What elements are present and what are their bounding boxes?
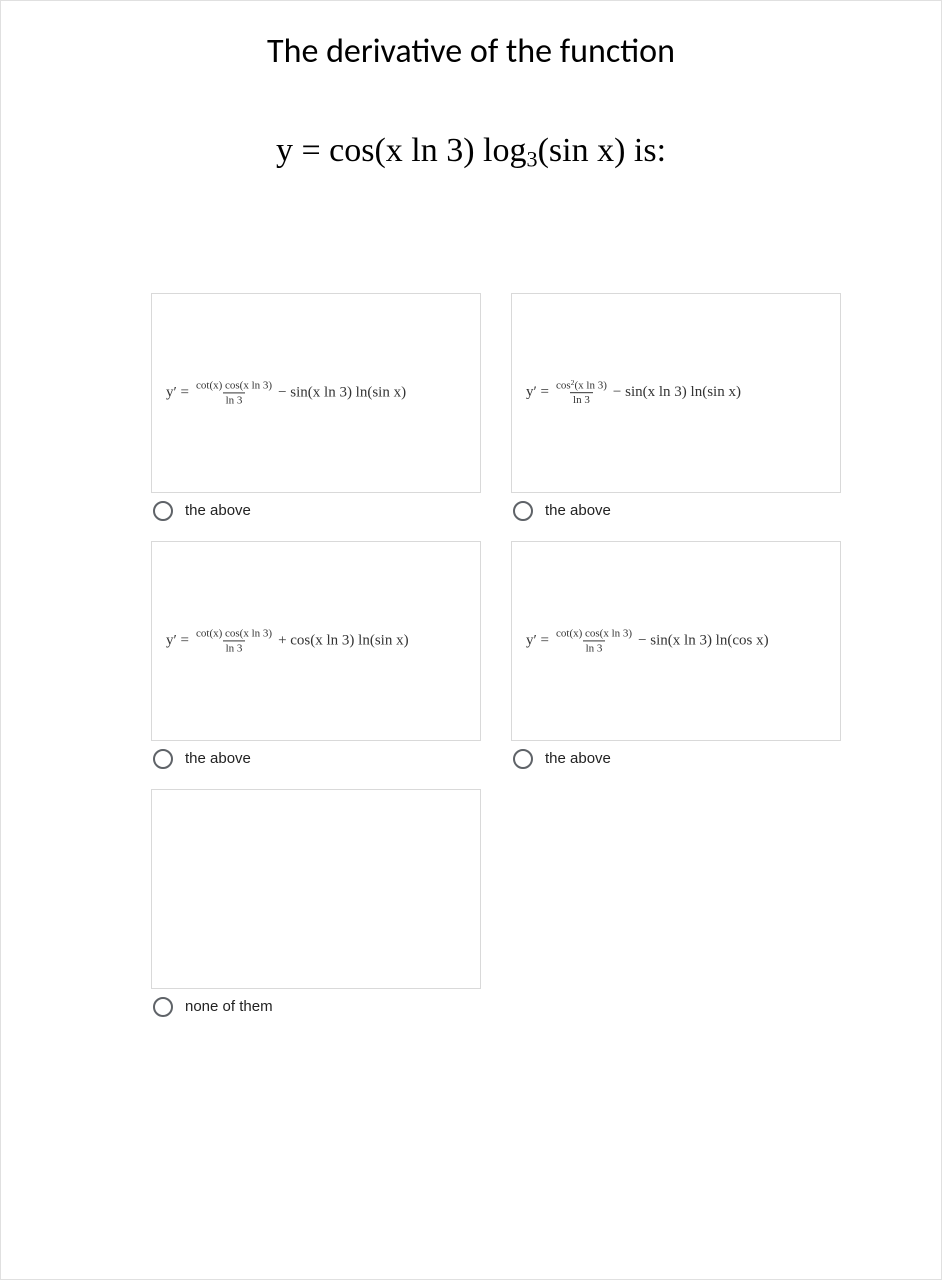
yprime-label: y′ =: [166, 384, 189, 401]
radio-icon[interactable]: [153, 501, 173, 521]
option-1: y′ = cot(x) cos(x ln 3) ln 3 − sin(x ln …: [151, 293, 481, 521]
option-1-label: the above: [185, 502, 251, 519]
option-3-label: the above: [185, 750, 251, 767]
yprime-label: y′ =: [526, 632, 549, 649]
fraction-numerator: cot(x) cos(x ln 3): [553, 627, 635, 640]
equation-prefix: y = cos(x ln 3) log: [276, 132, 527, 169]
option-2-label: the above: [545, 502, 611, 519]
fraction: cos2(x ln 3) ln 3: [553, 379, 610, 407]
option-3: y′ = cot(x) cos(x ln 3) ln 3 + cos(x ln …: [151, 541, 481, 769]
equation-subscript: 3: [527, 147, 538, 172]
radio-icon[interactable]: [153, 749, 173, 769]
fraction: cot(x) cos(x ln 3) ln 3: [193, 379, 275, 406]
option-4-formula: y′ = cot(x) cos(x ln 3) ln 3 − sin(x ln …: [526, 627, 826, 654]
option-4: y′ = cot(x) cos(x ln 3) ln 3 − sin(x ln …: [511, 541, 841, 769]
option-none-label: none of them: [185, 998, 273, 1015]
radio-icon[interactable]: [153, 997, 173, 1017]
equation-suffix: (sin x) is:: [538, 132, 666, 169]
fraction-numerator: cot(x) cos(x ln 3): [193, 627, 275, 640]
radio-icon[interactable]: [513, 749, 533, 769]
options-container: y′ = cot(x) cos(x ln 3) ln 3 − sin(x ln …: [41, 293, 901, 1017]
option-3-radio-row[interactable]: the above: [151, 749, 481, 769]
option-1-radio-row[interactable]: the above: [151, 501, 481, 521]
option-1-formula: y′ = cot(x) cos(x ln 3) ln 3 − sin(x ln …: [166, 379, 466, 406]
option-2-formula-box: y′ = cos2(x ln 3) ln 3 − sin(x ln 3) ln(…: [511, 293, 841, 493]
option-2: y′ = cos2(x ln 3) ln 3 − sin(x ln 3) ln(…: [511, 293, 841, 521]
formula-trail: + cos(x ln 3) ln(sin x): [278, 632, 409, 649]
fraction-denominator: ln 3: [570, 392, 593, 406]
option-3-formula: y′ = cot(x) cos(x ln 3) ln 3 + cos(x ln …: [166, 627, 466, 654]
yprime-label: y′ =: [166, 632, 189, 649]
options-grid: y′ = cot(x) cos(x ln 3) ln 3 − sin(x ln …: [151, 293, 841, 769]
option-1-formula-box: y′ = cot(x) cos(x ln 3) ln 3 − sin(x ln …: [151, 293, 481, 493]
radio-icon[interactable]: [513, 501, 533, 521]
option-none-radio-row[interactable]: none of them: [151, 997, 841, 1017]
fraction-denominator: ln 3: [223, 392, 246, 406]
fraction: cot(x) cos(x ln 3) ln 3: [193, 627, 275, 654]
option-4-formula-box: y′ = cot(x) cos(x ln 3) ln 3 − sin(x ln …: [511, 541, 841, 741]
fraction-numerator: cot(x) cos(x ln 3): [193, 379, 275, 392]
formula-trail: − sin(x ln 3) ln(sin x): [278, 384, 406, 401]
option-4-label: the above: [545, 750, 611, 767]
page: The derivative of the function y = cos(x…: [0, 0, 942, 1280]
fraction-denominator: ln 3: [223, 640, 246, 654]
question-block: The derivative of the function y = cos(x…: [41, 31, 901, 173]
formula-trail: − sin(x ln 3) ln(sin x): [613, 384, 741, 401]
option-none: none of them: [151, 789, 841, 1017]
fraction: cot(x) cos(x ln 3) ln 3: [553, 627, 635, 654]
fraction-numerator: cos2(x ln 3): [553, 379, 610, 393]
option-2-radio-row[interactable]: the above: [511, 501, 841, 521]
yprime-label: y′ =: [526, 384, 549, 401]
option-2-formula: y′ = cos2(x ln 3) ln 3 − sin(x ln 3) ln(…: [526, 379, 826, 407]
fraction-denominator: ln 3: [583, 640, 606, 654]
option-3-formula-box: y′ = cot(x) cos(x ln 3) ln 3 + cos(x ln …: [151, 541, 481, 741]
question-equation: y = cos(x ln 3) log3(sin x) is:: [131, 132, 811, 173]
option-4-radio-row[interactable]: the above: [511, 749, 841, 769]
formula-trail: − sin(x ln 3) ln(cos x): [638, 632, 769, 649]
option-none-box: [151, 789, 481, 989]
question-title: The derivative of the function: [131, 31, 811, 72]
